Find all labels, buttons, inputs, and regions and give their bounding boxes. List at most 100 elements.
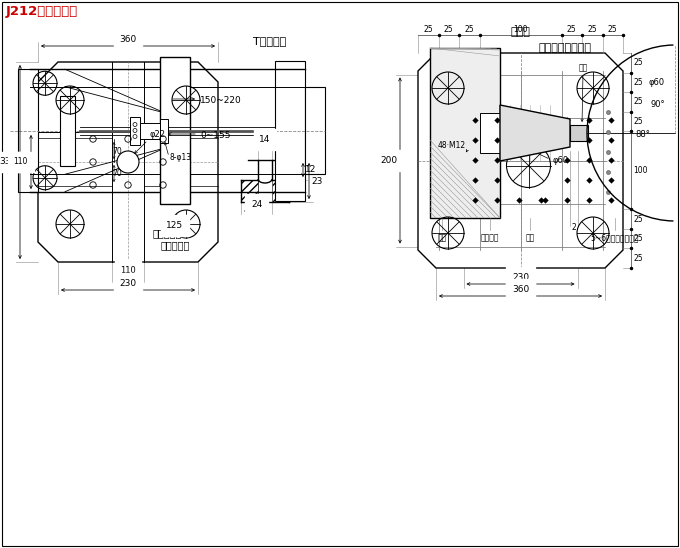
Text: 100: 100 [513,25,528,34]
Polygon shape [543,198,548,203]
Text: 25: 25 [633,234,643,243]
Text: 25: 25 [464,25,474,34]
Polygon shape [494,138,500,143]
Text: 喷嘴: 喷嘴 [579,64,588,72]
Polygon shape [517,118,522,123]
Polygon shape [539,138,544,143]
Bar [275,60,305,201]
Polygon shape [517,198,522,203]
Polygon shape [564,198,571,203]
Polygon shape [517,138,522,143]
Polygon shape [587,118,592,123]
Circle shape [607,111,611,115]
Text: 浇口套设计参考图: 浇口套设计参考图 [539,43,592,53]
Text: 25: 25 [633,98,643,106]
Text: 24: 24 [251,200,262,209]
Text: 25: 25 [633,78,643,87]
Polygon shape [609,138,614,143]
Text: 125: 125 [167,221,184,230]
Text: 70: 70 [112,168,122,178]
Polygon shape [609,198,614,203]
Bar [140,123,160,139]
Polygon shape [494,118,500,123]
Polygon shape [539,198,544,203]
Text: 330: 330 [0,157,17,167]
Polygon shape [418,53,623,268]
Text: 110: 110 [14,157,28,167]
Circle shape [607,191,611,195]
Text: 48·M12: 48·M12 [438,141,466,151]
Text: 8-φ13: 8-φ13 [170,153,192,163]
Polygon shape [500,105,570,161]
Text: 2: 2 [572,223,577,232]
Polygon shape [473,138,478,143]
Bar [160,118,168,142]
Text: 150~220: 150~220 [200,96,242,105]
Polygon shape [609,178,614,183]
Polygon shape [543,138,548,143]
Bar [480,113,500,153]
Bar [430,48,500,218]
Text: 0~155: 0~155 [200,132,231,140]
Text: 25: 25 [588,25,597,34]
Bar [570,125,588,141]
Polygon shape [564,138,571,143]
Text: 23: 23 [311,176,322,186]
Text: 230: 230 [120,279,137,288]
Text: 100: 100 [633,166,647,175]
Text: 25: 25 [567,25,577,34]
Text: 230: 230 [512,273,529,282]
Polygon shape [494,158,500,163]
Text: 360: 360 [120,35,137,44]
Polygon shape [539,118,544,123]
Text: 25: 25 [633,215,643,224]
Text: 110: 110 [120,266,136,275]
Polygon shape [494,198,500,203]
Polygon shape [543,118,548,123]
Text: 定型板: 定型板 [511,27,530,37]
Text: 5~6浇口套高于模具: 5~6浇口套高于模具 [591,233,639,242]
Text: 88°: 88° [635,130,650,139]
Polygon shape [473,118,478,123]
Text: 动型板行程: 动型板行程 [160,240,190,250]
Circle shape [117,151,139,173]
Text: φ60: φ60 [552,156,568,165]
Bar [60,95,75,165]
Circle shape [607,130,611,134]
Polygon shape [587,138,592,143]
Text: 25: 25 [633,117,643,126]
Text: 14: 14 [259,135,271,144]
Text: 25: 25 [424,25,433,34]
Text: J212模具安装图: J212模具安装图 [6,5,78,18]
Circle shape [607,170,611,174]
Polygon shape [609,118,614,123]
Polygon shape [564,158,571,163]
Bar [160,57,190,204]
Text: 模具: 模具 [437,233,447,242]
Text: 动型板: 动型板 [118,36,138,46]
Polygon shape [587,158,592,163]
Polygon shape [587,198,592,203]
Text: 挡板: 挡板 [526,233,534,242]
Polygon shape [473,198,478,203]
Text: 70: 70 [112,146,122,156]
Text: T型槽尺寸: T型槽尺寸 [254,36,287,46]
Circle shape [607,151,611,155]
Bar [305,87,325,174]
Text: 分型水槽: 分型水槽 [481,233,499,242]
Text: 25: 25 [444,25,454,34]
Text: 25: 25 [608,25,617,34]
Polygon shape [38,62,218,262]
Text: 25: 25 [633,58,643,67]
Text: φ22: φ22 [149,130,165,139]
Polygon shape [564,178,571,183]
Polygon shape [564,118,571,123]
Text: 动型板行程: 动型板行程 [153,228,182,238]
Text: 360: 360 [512,285,529,294]
Bar [130,117,140,145]
Text: 25: 25 [633,254,643,262]
Polygon shape [473,178,478,183]
Bar [18,69,38,192]
Text: 12: 12 [305,165,316,174]
Text: 90°: 90° [650,100,665,109]
